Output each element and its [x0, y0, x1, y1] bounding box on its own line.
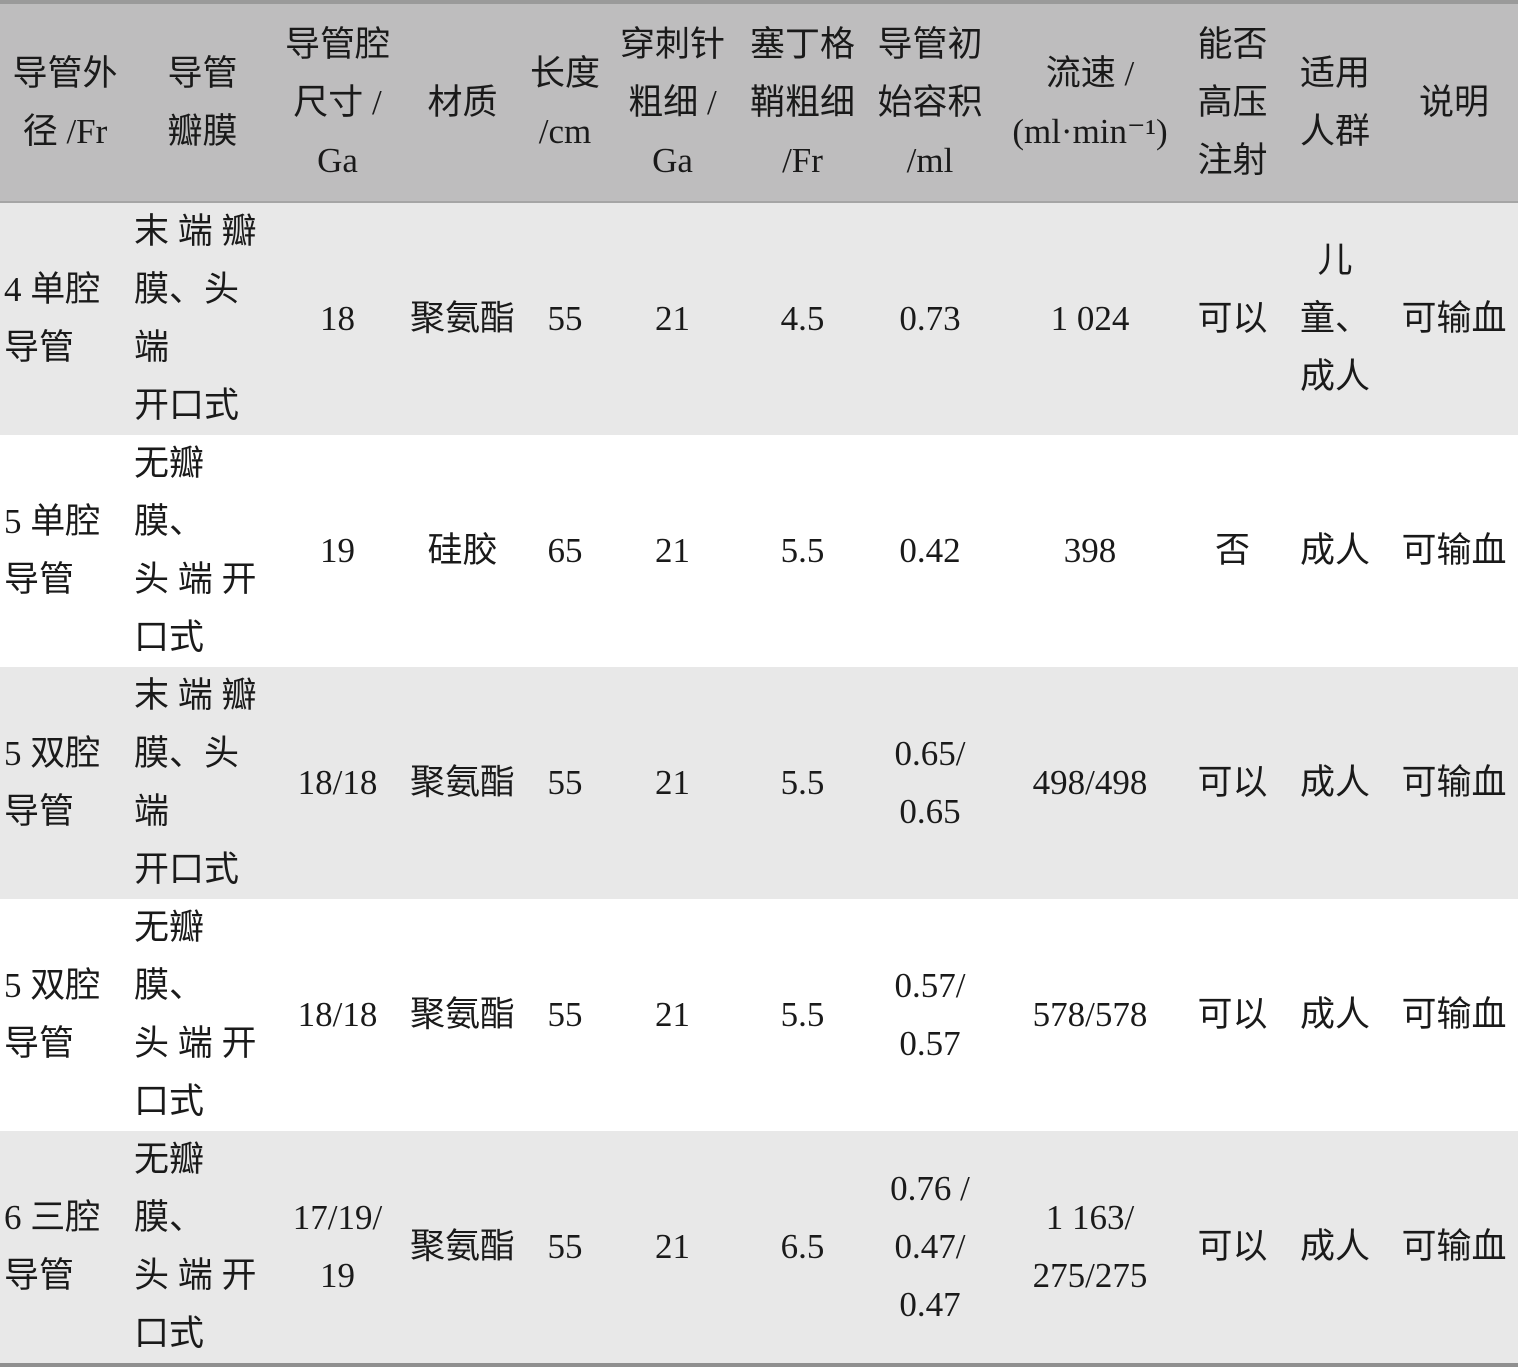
cell-high-pressure: 可以 [1197, 1227, 1268, 1266]
cell-notes: 可输血 [1401, 531, 1507, 570]
table-header: 导管外 径 /Fr 导管 瓣膜 导管腔 尺寸 / Ga 材质 长度 /cm 穿刺针 粗细 … [0, 2, 1518, 203]
cell-high-pressure: 可以 [1197, 299, 1268, 338]
table-row: 5 双腔 导管 无瓣膜、 头 端 开 口式 18/18 聚氨酯 55 21 5.5 0.57/… [0, 899, 1518, 1131]
cell-needle-gauge: 21 [655, 531, 690, 570]
cell-target-population: 成人 [1299, 763, 1370, 802]
header-target-population: 适用 人群 [1280, 2, 1390, 203]
cell-outer-diameter: 5 双腔 导管 [4, 734, 101, 831]
cell-flow-rate: 498/498 [1032, 763, 1148, 802]
cell-sheath-size: 5.5 [780, 995, 825, 1034]
cell-outer-diameter: 5 单腔 导管 [4, 502, 101, 599]
cell-material: 聚氨酯 [409, 995, 515, 1034]
cell-notes: 可输血 [1401, 995, 1507, 1034]
header-needle-gauge: 穿刺针 粗细 / Ga [605, 2, 740, 203]
cell-initial-volume: 0.73 [899, 299, 961, 338]
cell-lumen-size: 18/18 [297, 763, 378, 802]
header-sheath-size: 塞丁格 鞘粗细 /Fr [740, 2, 865, 203]
header-lumen-size: 导管腔 尺寸 / Ga [275, 2, 400, 203]
cell-needle-gauge: 21 [655, 763, 690, 802]
cell-length: 65 [547, 531, 583, 570]
cell-notes: 可输血 [1401, 1227, 1507, 1266]
cell-sheath-size: 5.5 [780, 531, 825, 570]
cell-material: 聚氨酯 [409, 1227, 515, 1266]
header-flow-rate: 流速 / (ml·min⁻¹) [995, 2, 1185, 203]
cell-lumen-size: 19 [320, 531, 355, 570]
table-row: 5 双腔 导管末 端 瓣 膜、头端 开口式 18/18 聚氨酯 55 21 5.5 0.65… [0, 667, 1518, 899]
header-valve: 导管 瓣膜 [130, 2, 275, 203]
cell-outer-diameter: 4 单腔 导管 [4, 270, 101, 367]
cell-notes: 可输血 [1401, 299, 1507, 338]
header-row: 导管外 径 /Fr 导管 瓣膜 导管腔 尺寸 / Ga 材质 长度 /cm 穿刺针 粗细 … [0, 2, 1518, 203]
cell-length: 55 [547, 1227, 583, 1266]
header-material: 材质 [400, 2, 525, 203]
cell-lumen-size: 18 [320, 299, 355, 338]
cell-initial-volume: 0.65/ 0.65 [894, 734, 966, 831]
header-length: 长度 /cm [525, 2, 605, 203]
cell-valve: 末 端 瓣 膜、头端 开口式 [134, 212, 257, 425]
table-row: 6 三腔 导管 无瓣膜、 头 端 开 口式 17/19/ 19 聚氨酯 55 21 6.5 0… [0, 1131, 1518, 1365]
cell-length: 55 [547, 995, 583, 1034]
header-high-pressure: 能否 高压 注射 [1185, 2, 1280, 203]
cell-target-population: 成人 [1299, 1227, 1370, 1266]
cell-lumen-size: 18/18 [297, 995, 378, 1034]
header-initial-volume: 导管初 始容积 /ml [865, 2, 995, 203]
cell-target-population: 成人 [1299, 995, 1370, 1034]
cell-flow-rate: 1 163/ 275/275 [1032, 1198, 1148, 1295]
cell-high-pressure: 可以 [1197, 763, 1268, 802]
cell-material: 聚氨酯 [409, 299, 515, 338]
cell-material: 聚氨酯 [409, 763, 515, 802]
table-body: 4 单腔 导管末 端 瓣 膜、头端 开口式 18 聚氨酯 55 21 4.5 0.73 1 0… [0, 202, 1518, 1365]
header-outer-diameter: 导管外 径 /Fr [0, 2, 130, 203]
cell-outer-diameter: 5 双腔 导管 [4, 966, 101, 1063]
cell-flow-rate: 1 024 [1050, 299, 1130, 338]
cell-valve: 末 端 瓣 膜、头端 开口式 [134, 676, 257, 889]
cell-notes: 可输血 [1401, 763, 1507, 802]
cell-needle-gauge: 21 [655, 1227, 690, 1266]
cell-material: 硅胶 [427, 531, 498, 570]
cell-target-population: 成人 [1299, 531, 1370, 570]
cell-high-pressure: 否 [1214, 531, 1250, 570]
cell-sheath-size: 6.5 [780, 1227, 825, 1266]
table-row: 5 单腔 导管 无瓣膜、 头 端 开 口式 19 硅胶 65 21 5.5 0.42 398 否 成… [0, 435, 1518, 667]
cell-initial-volume: 0.76 / 0.47/ 0.47 [890, 1169, 970, 1324]
cell-needle-gauge: 21 [655, 299, 690, 338]
cell-needle-gauge: 21 [655, 995, 690, 1034]
cell-flow-rate: 578/578 [1032, 995, 1148, 1034]
cell-target-population: 儿童、 成人 [1299, 241, 1370, 396]
cell-lumen-size: 17/19/ 19 [292, 1198, 383, 1295]
cell-length: 55 [547, 299, 583, 338]
cell-length: 55 [547, 763, 583, 802]
header-notes: 说明 [1390, 2, 1518, 203]
cell-high-pressure: 可以 [1197, 995, 1268, 1034]
cell-initial-volume: 0.42 [899, 531, 961, 570]
cell-initial-volume: 0.57/ 0.57 [894, 966, 966, 1063]
cell-valve: 无瓣膜、 头 端 开 口式 [134, 1140, 257, 1353]
table-row: 4 单腔 导管末 端 瓣 膜、头端 开口式 18 聚氨酯 55 21 4.5 0.73 1 0… [0, 202, 1518, 435]
cell-sheath-size: 4.5 [780, 299, 825, 338]
cell-valve: 无瓣膜、 头 端 开 口式 [134, 444, 257, 657]
cell-sheath-size: 5.5 [780, 763, 825, 802]
cell-valve: 无瓣膜、 头 端 开 口式 [134, 908, 257, 1121]
cell-outer-diameter: 6 三腔 导管 [4, 1198, 101, 1295]
cell-flow-rate: 398 [1063, 531, 1117, 570]
